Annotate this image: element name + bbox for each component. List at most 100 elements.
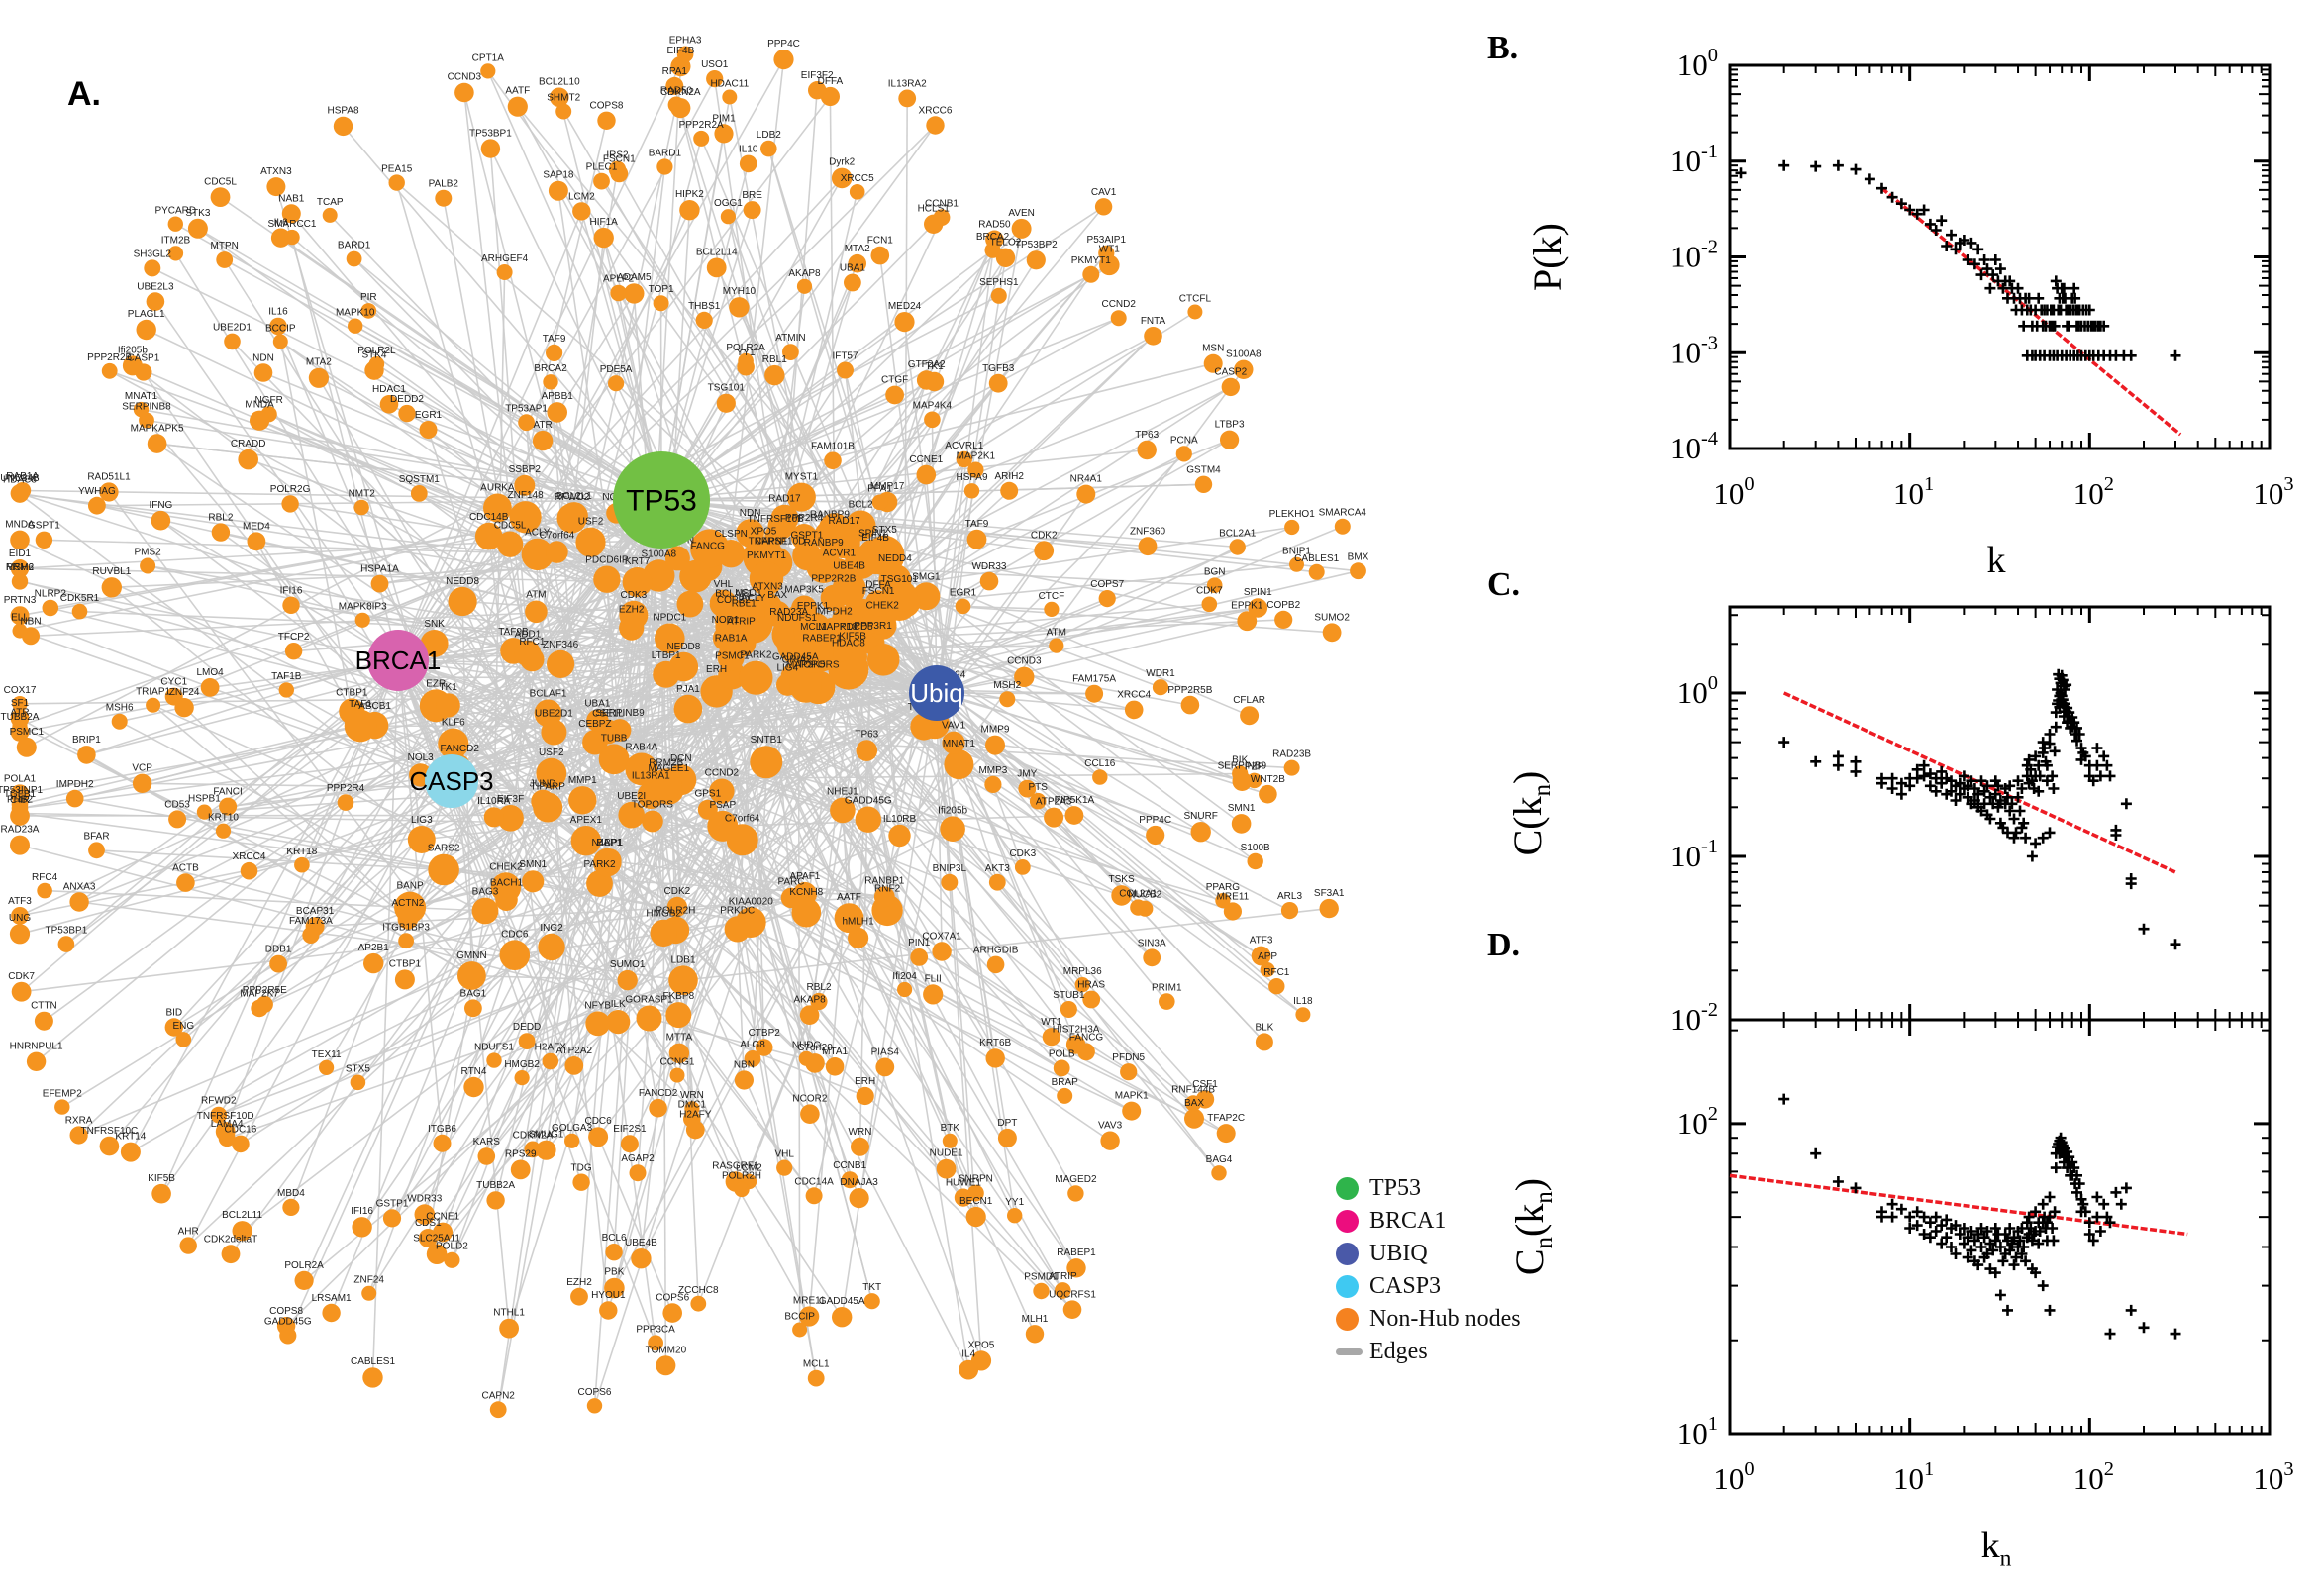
network-node[interactable] xyxy=(136,319,156,341)
network-node[interactable] xyxy=(648,1335,663,1351)
network-node[interactable] xyxy=(956,450,972,468)
network-node[interactable] xyxy=(568,786,597,815)
network-node[interactable] xyxy=(1014,666,1035,687)
network-node[interactable] xyxy=(294,856,310,873)
network-node[interactable] xyxy=(518,414,535,432)
network-node[interactable] xyxy=(1206,577,1223,593)
network-node[interactable] xyxy=(65,789,84,808)
network-node[interactable] xyxy=(988,873,1006,891)
network-node[interactable] xyxy=(709,778,735,804)
network-node[interactable] xyxy=(693,130,710,147)
network-node[interactable] xyxy=(398,933,414,949)
network-node[interactable] xyxy=(101,577,123,598)
network-node[interactable] xyxy=(1319,898,1339,919)
network-node[interactable] xyxy=(620,1135,639,1153)
network-node[interactable] xyxy=(755,1039,773,1056)
network-node[interactable] xyxy=(668,965,698,995)
network-node[interactable] xyxy=(739,154,758,173)
network-node[interactable] xyxy=(247,532,266,551)
network-node[interactable] xyxy=(985,735,1005,755)
network-node[interactable] xyxy=(841,1171,858,1189)
network-node[interactable] xyxy=(796,278,813,294)
network-node[interactable] xyxy=(10,484,30,503)
network-node[interactable] xyxy=(418,1229,438,1247)
network-node[interactable] xyxy=(10,530,30,550)
network-node[interactable] xyxy=(575,527,606,557)
network-node[interactable] xyxy=(10,559,30,578)
network-node[interactable] xyxy=(1194,475,1213,493)
network-node[interactable] xyxy=(140,557,156,574)
network-node[interactable] xyxy=(410,485,428,502)
network-node[interactable] xyxy=(1067,1185,1084,1202)
network-node[interactable] xyxy=(995,248,1016,267)
network-node[interactable] xyxy=(350,1074,366,1091)
network-node[interactable] xyxy=(986,955,1005,974)
network-node[interactable] xyxy=(697,799,718,820)
network-node[interactable] xyxy=(509,501,542,534)
network-node[interactable] xyxy=(368,356,385,372)
network-node[interactable] xyxy=(582,729,608,755)
network-node[interactable] xyxy=(1175,446,1192,462)
network-node[interactable] xyxy=(302,926,320,945)
network-node[interactable] xyxy=(941,873,959,891)
network-node[interactable] xyxy=(546,344,563,361)
network-node[interactable] xyxy=(597,848,622,873)
network-node[interactable] xyxy=(348,318,363,334)
network-node[interactable] xyxy=(344,709,377,743)
network-node[interactable] xyxy=(525,600,548,624)
network-node[interactable] xyxy=(518,1033,536,1049)
network-node[interactable] xyxy=(1255,1033,1273,1051)
network-node[interactable] xyxy=(483,493,512,523)
network-node[interactable] xyxy=(936,1158,957,1179)
network-node[interactable] xyxy=(322,207,338,223)
network-node[interactable] xyxy=(132,773,152,793)
network-node[interactable] xyxy=(146,292,165,311)
network-node[interactable] xyxy=(1082,265,1100,283)
network-node[interactable] xyxy=(196,804,212,820)
network-node[interactable] xyxy=(1251,946,1271,966)
network-node[interactable] xyxy=(1203,353,1223,373)
network-node[interactable] xyxy=(871,494,888,511)
network-node[interactable] xyxy=(454,82,474,103)
network-node[interactable] xyxy=(337,794,354,811)
network-node[interactable] xyxy=(684,1101,700,1117)
network-node[interactable] xyxy=(548,180,568,201)
network-node[interactable] xyxy=(164,1018,183,1037)
network-node[interactable] xyxy=(556,103,572,120)
network-node[interactable] xyxy=(629,1164,647,1182)
network-node[interactable] xyxy=(221,1245,241,1264)
network-node[interactable] xyxy=(1044,807,1064,828)
network-node[interactable] xyxy=(1221,377,1241,397)
network-node[interactable] xyxy=(855,806,881,833)
network-node[interactable] xyxy=(1322,623,1342,643)
network-node[interactable] xyxy=(1082,990,1101,1009)
network-node[interactable] xyxy=(572,202,591,221)
network-node[interactable] xyxy=(1044,601,1060,618)
hub-node-brca1[interactable] xyxy=(367,630,429,691)
network-node[interactable] xyxy=(1065,1035,1086,1054)
network-node[interactable] xyxy=(1062,1300,1082,1319)
network-node[interactable] xyxy=(457,961,486,990)
network-node[interactable] xyxy=(1280,902,1299,920)
network-node[interactable] xyxy=(830,797,856,824)
network-node[interactable] xyxy=(308,367,329,388)
network-node[interactable] xyxy=(707,810,739,842)
network-node[interactable] xyxy=(88,842,105,859)
network-node[interactable] xyxy=(1000,481,1019,500)
network-node[interactable] xyxy=(617,969,638,991)
network-node[interactable] xyxy=(997,1128,1017,1147)
network-node[interactable] xyxy=(433,1134,452,1152)
network-node[interactable] xyxy=(965,1206,986,1228)
network-node[interactable] xyxy=(665,76,684,95)
network-node[interactable] xyxy=(480,63,496,79)
network-node[interactable] xyxy=(665,1002,692,1029)
network-node[interactable] xyxy=(1234,359,1254,379)
network-node[interactable] xyxy=(564,1133,580,1148)
network-node[interactable] xyxy=(477,1147,496,1165)
hub-node-ubiq[interactable] xyxy=(909,665,964,721)
network-node[interactable] xyxy=(210,1106,228,1124)
network-node[interactable] xyxy=(888,824,911,848)
network-node[interactable] xyxy=(1237,611,1258,632)
network-node[interactable] xyxy=(352,1217,372,1238)
network-node[interactable] xyxy=(538,933,565,961)
